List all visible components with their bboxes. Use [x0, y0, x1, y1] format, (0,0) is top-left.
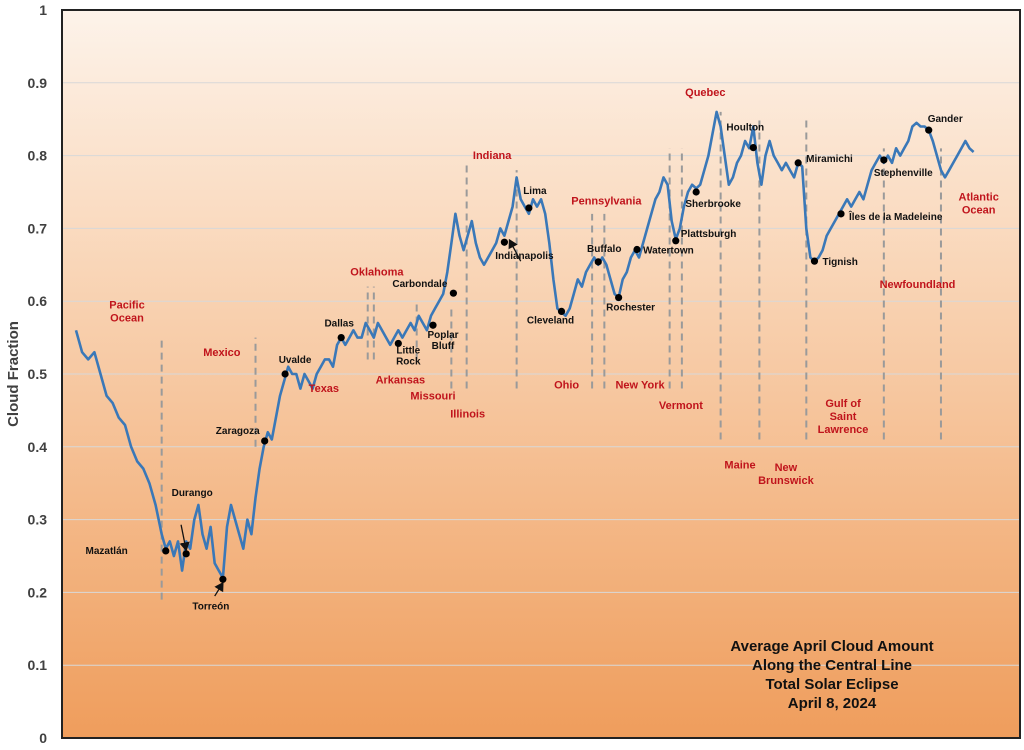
- city-label: Lima: [523, 186, 547, 197]
- city-marker: [557, 307, 566, 315]
- chart-title-line: Along the Central Line: [752, 657, 912, 674]
- y-tick-label: 0.4: [28, 439, 48, 455]
- city-markers: Mazatlán Durango Torreón Zaragoza Uvalde Dall…: [86, 114, 963, 612]
- series-line: [74, 110, 975, 580]
- city-label: Carbondale: [392, 279, 447, 290]
- city-marker: [633, 245, 641, 254]
- y-tick-label: 0.8: [28, 148, 48, 164]
- city-label: Durango: [172, 488, 213, 499]
- y-tick-labels: 0 0.1 0.2 0.3 0.4 0.5 0.6 0.7 0.8 0.9 1: [28, 2, 48, 746]
- city-label: Poplar Bluff: [427, 330, 458, 352]
- region-label: Illinois: [450, 409, 485, 421]
- y-tick-label: 0.7: [28, 220, 48, 236]
- city-marker: [672, 237, 680, 245]
- city-arrow: [214, 581, 224, 597]
- y-tick-label: 0.3: [28, 512, 48, 528]
- city-label: Torreón: [192, 601, 229, 612]
- city-arrow: [508, 238, 522, 262]
- region-label: Mexico: [203, 347, 241, 359]
- y-tick-label: 0.5: [28, 366, 48, 382]
- y-tick-label: 0.1: [28, 657, 48, 673]
- city-marker: [692, 188, 700, 196]
- city-label: Rochester: [606, 303, 655, 314]
- region-label: Vermont: [659, 400, 703, 412]
- city-label: Plattsburgh: [681, 229, 737, 240]
- region-label: Maine: [724, 460, 755, 472]
- region-dividers: [160, 111, 942, 600]
- chart-title-line: April 8, 2024: [788, 695, 877, 712]
- city-marker: [162, 547, 170, 555]
- y-tick-label: 0.9: [28, 75, 48, 91]
- city-label: Uvalde: [279, 355, 312, 366]
- city-marker: [337, 334, 345, 342]
- y-tick-label: 1: [39, 2, 47, 18]
- city-label: Îles de la Madeleine: [848, 210, 943, 223]
- city-marker: [500, 238, 508, 246]
- region-label: Gulf of Saint Lawrence: [818, 398, 869, 436]
- city-marker: [429, 321, 437, 329]
- region-label: Oklahoma: [350, 267, 404, 279]
- plot-border: [61, 9, 1021, 739]
- chart-title: Average April Cloud Amount Along the Cent…: [730, 638, 933, 712]
- region-labels: Pacific Ocean Mexico Oklahoma Texas Arkansas M…: [109, 87, 999, 487]
- region-label: New Brunswick: [758, 462, 815, 487]
- city-label: Indianapolis: [495, 251, 554, 262]
- city-marker: [281, 370, 289, 378]
- city-label: Buffalo: [587, 244, 621, 255]
- city-arrows: [179, 238, 522, 597]
- city-label: Little Rock: [396, 345, 421, 367]
- region-label: Newfoundland: [880, 279, 956, 291]
- region-label: Atlantic Ocean: [959, 192, 999, 217]
- region-label: Ohio: [554, 380, 579, 392]
- grid-lines: [62, 82, 1020, 666]
- y-axis-label: Cloud Fraction: [5, 321, 22, 427]
- region-label: Texas: [309, 383, 339, 395]
- city-label: Tignish: [822, 257, 857, 268]
- city-marker: [261, 437, 269, 445]
- city-marker: [182, 550, 190, 558]
- chart-title-line: Total Solar Eclipse: [765, 676, 898, 693]
- city-label: Sherbrooke: [685, 199, 741, 210]
- city-marker: [749, 143, 757, 152]
- region-label: Pacific Ocean: [109, 299, 144, 324]
- y-tick-label: 0.2: [28, 584, 48, 600]
- city-arrow: [179, 524, 190, 552]
- city-marker: [810, 257, 819, 265]
- city-label: Dallas: [324, 319, 354, 330]
- city-label: Gander: [928, 114, 963, 125]
- region-label: Missouri: [410, 390, 455, 402]
- city-marker: [615, 293, 623, 302]
- city-marker: [880, 156, 888, 164]
- city-label: Mazatlán: [86, 546, 128, 557]
- city-label: Watertown: [643, 246, 694, 257]
- city-label: Houlton: [726, 123, 764, 134]
- city-marker: [449, 289, 457, 297]
- city-label: Cleveland: [527, 315, 574, 326]
- region-label: Indiana: [473, 150, 512, 162]
- region-label: New York: [615, 380, 665, 392]
- city-marker: [394, 339, 402, 348]
- city-marker: [925, 126, 933, 134]
- y-tick-label: 0: [39, 730, 47, 746]
- city-marker: [837, 210, 845, 218]
- region-label: Arkansas: [376, 374, 426, 386]
- series-layer: [74, 110, 975, 580]
- y-tick-label: 0.6: [28, 293, 48, 309]
- city-marker: [525, 204, 533, 212]
- city-label: Miramichi: [806, 154, 853, 165]
- city-marker: [219, 575, 227, 583]
- city-label: Zaragoza: [216, 426, 260, 437]
- city-label: Stephenville: [874, 168, 933, 179]
- chart-title-line: Average April Cloud Amount: [730, 638, 933, 655]
- city-marker: [594, 258, 602, 266]
- city-marker: [794, 159, 802, 167]
- region-label: Pennsylvania: [571, 195, 642, 207]
- region-label: Quebec: [685, 87, 725, 99]
